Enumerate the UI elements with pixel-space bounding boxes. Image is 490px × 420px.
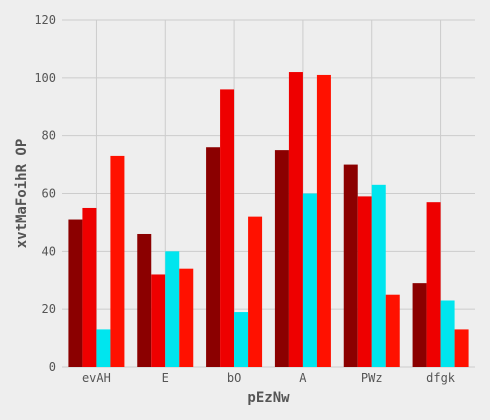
y-tick-label: 20	[42, 302, 56, 316]
bar-bO-1	[206, 147, 221, 367]
bar-dfgk-3	[440, 300, 455, 367]
y-tick-label: 80	[42, 129, 56, 143]
bar-A-3	[302, 193, 317, 367]
x-tick-label: PWz	[361, 371, 383, 385]
x-tick-label: evAH	[82, 371, 111, 385]
bar-A-1	[274, 150, 289, 367]
x-tick-label: dfgk	[426, 371, 456, 385]
bar-dfgk-1	[412, 283, 427, 367]
bar-evAH-2	[82, 207, 97, 367]
bar-E-4	[179, 268, 194, 367]
bar-PWz-2	[357, 196, 372, 367]
x-tick-label: A	[299, 371, 307, 385]
bar-E-2	[151, 274, 166, 367]
bar-PWz-1	[343, 164, 358, 367]
bar-bO-2	[220, 89, 235, 368]
bars	[68, 72, 469, 368]
bar-E-1	[137, 233, 152, 367]
y-axis-label: xvtMaFoihR OP	[14, 139, 30, 249]
x-tick-label: E	[162, 371, 169, 385]
bar-dfgk-2	[426, 202, 441, 367]
bar-evAH-4	[110, 155, 125, 367]
y-tick-label: 0	[49, 360, 56, 374]
y-tick-label: 60	[42, 187, 56, 201]
bar-PWz-3	[371, 184, 386, 367]
y-tick-label: 120	[34, 13, 56, 27]
bar-A-2	[288, 72, 303, 368]
bar-bO-4	[248, 216, 263, 367]
bar-evAH-3	[96, 329, 111, 367]
y-tick-label: 100	[34, 71, 56, 85]
y-tick-label: 40	[42, 244, 56, 258]
bar-PWz-4	[385, 294, 400, 367]
y-tick-labels: 0 20 40 60 80 100 120	[34, 13, 56, 374]
bar-dfgk-4	[454, 329, 469, 367]
bar-evAH-1	[68, 219, 83, 367]
x-tick-label: bO	[227, 371, 241, 385]
bar-E-3	[165, 251, 180, 367]
x-axis-label: pEzNw	[247, 390, 290, 406]
bar-bO-3	[234, 312, 249, 367]
bar-A-4	[316, 74, 331, 368]
